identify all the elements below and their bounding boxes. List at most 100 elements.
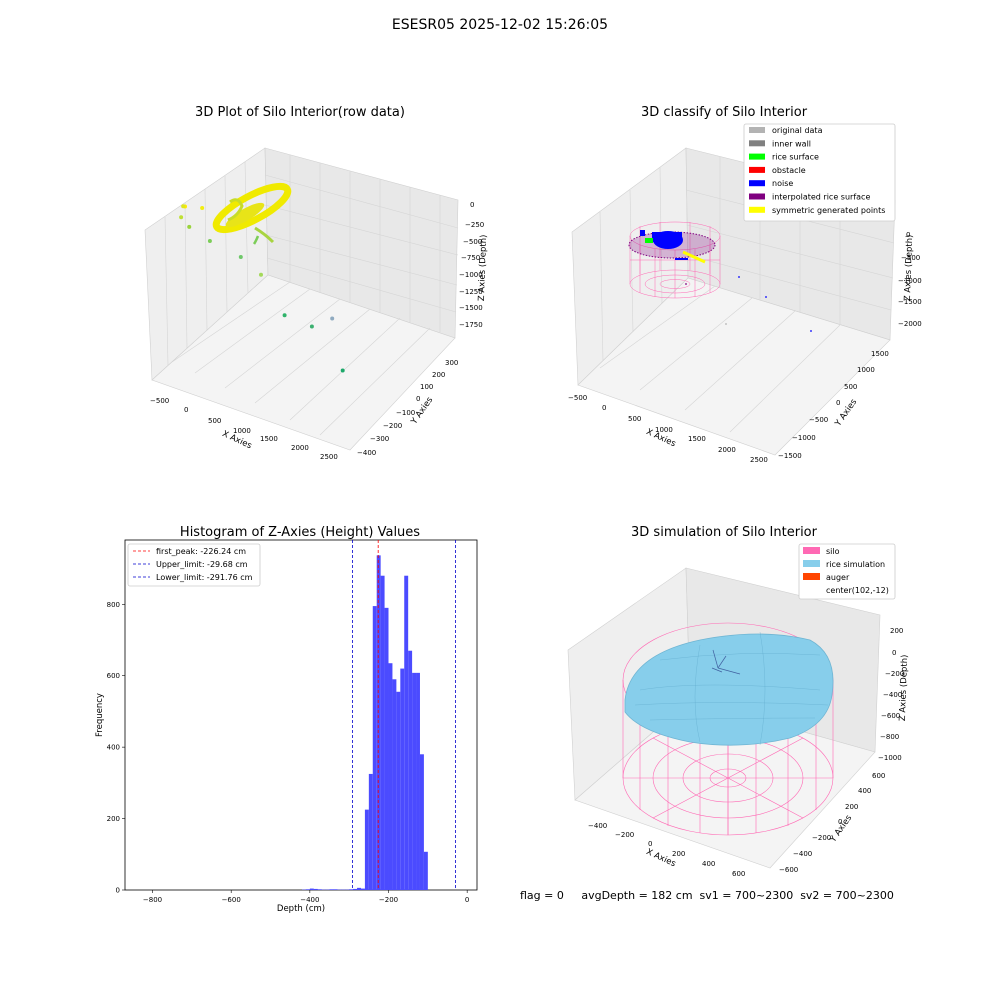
raw-point (330, 316, 335, 321)
sim-z-tick: −600 (881, 712, 900, 720)
histogram-y-ticks: 0 200 400 600 800 (107, 601, 125, 895)
histogram-bar (396, 691, 401, 890)
raw-point (238, 255, 243, 259)
raw-point (340, 368, 345, 373)
sim-y-tick: 200 (845, 803, 858, 811)
raw-x-tick: 500 (208, 417, 221, 425)
sim-y-ticks: −600 −400 −200 0 200 400 600 (779, 772, 885, 874)
sim-z-tick: −400 (883, 691, 902, 699)
classify-x-ticks: −500 0 500 1000 1500 2000 2500 (568, 394, 768, 464)
classify-z-tick: −1500 (898, 298, 922, 306)
sim-z-tick: 200 (890, 627, 903, 635)
classify-z-tick: 0 (906, 231, 910, 239)
classify-plot-title: 3D classify of Silo Interior (641, 105, 808, 120)
sim-z-tick: −200 (885, 670, 904, 678)
raw-y-tick: −100 (396, 409, 415, 417)
classify-legend-swatch (749, 206, 765, 213)
raw-y-tick: 0 (416, 395, 420, 403)
histogram-x-tick-label: −600 (222, 896, 241, 904)
histogram-bar (408, 650, 413, 890)
raw-z-ticks: 0 −250 −500 −750 −1000 −1250 −1500 −1750 (459, 201, 484, 329)
classify-gridlines (599, 157, 895, 433)
histogram-legend-label: Upper_limit: -29.68 cm (156, 560, 248, 569)
classify-legend-swatch (749, 180, 765, 187)
classify-noise-point (765, 296, 767, 298)
sim-x-tick: 600 (732, 870, 745, 878)
classify-x-tick: 1000 (655, 426, 673, 434)
raw-y-tick: 200 (432, 371, 445, 379)
histogram-bar (419, 754, 424, 890)
raw-surface-cluster (212, 182, 292, 245)
classify-z-tick: −1000 (898, 277, 922, 285)
histogram-bar (384, 607, 389, 890)
classify-z-tick: −500 (901, 254, 920, 262)
simulation-plot-title: 3D simulation of Silo Interior (631, 525, 818, 540)
histogram-x-tick-label: 0 (465, 896, 469, 904)
raw-point (282, 313, 287, 318)
classify-x-tick: 1500 (688, 435, 706, 443)
raw-z-tick: −1250 (459, 288, 483, 296)
classify-noise-blob (640, 230, 706, 264)
histogram-bar (317, 889, 322, 890)
histogram-axes-frame (124, 539, 478, 891)
histogram-bar (404, 575, 409, 890)
raw-z-label: Z Axies (Depth) (477, 234, 489, 301)
sim-z-ticks: 200 0 −200 −400 −600 −800 −1000 (878, 627, 904, 762)
classify-x-tick: 2500 (750, 456, 768, 464)
raw-y-tick: 100 (420, 383, 433, 391)
raw-point (259, 272, 263, 277)
classify-y-tick: 1500 (871, 350, 889, 358)
classify-noise-point (685, 283, 687, 285)
raw-x-tick: 1000 (233, 427, 251, 435)
sim-legend-label: auger (826, 573, 850, 582)
histogram-y-tick-label: 0 (116, 887, 120, 895)
histogram-bar (372, 606, 377, 890)
classify-noise-point (810, 330, 812, 332)
sim-z-tick: 0 (892, 649, 896, 657)
histogram-x-label: Depth (cm) (277, 904, 325, 914)
raw-z-tick: −1500 (459, 304, 483, 312)
classify-legend-label: inner wall (772, 139, 811, 148)
histogram-legend-label: first_peak: -226.24 cm (156, 547, 246, 556)
histogram-x-tick-label: −200 (379, 896, 398, 904)
status-footer: flag = 0 avgDepth = 182 cm sv1 = 700~230… (520, 889, 894, 902)
histogram-y-tick-label: 200 (107, 815, 120, 823)
classify-legend-box (743, 123, 896, 222)
sim-z-tick: −1000 (878, 754, 902, 762)
sim-y-tick: 400 (858, 787, 871, 795)
classify-y-tick: 0 (836, 399, 840, 407)
raw-point (207, 239, 212, 243)
histogram-x-tick-label: −400 (300, 896, 319, 904)
classify-legend-label: original data (772, 126, 823, 135)
raw-z-tick: −1750 (459, 321, 483, 329)
raw-point-markers (179, 204, 345, 373)
histogram-bar (423, 851, 428, 890)
classify-x-tick: 2000 (718, 446, 736, 454)
histogram-legend-box (127, 543, 261, 587)
classify-legend-label: noise (772, 179, 793, 188)
sim-x-tick: −200 (615, 831, 634, 839)
histogram-bar (313, 888, 318, 890)
histogram-legend: first_peak: -226.24 cm Upper_limit: -29.6… (127, 543, 261, 587)
histogram-bar (364, 809, 369, 890)
classify-z-label: Z Axies (Depth) (903, 234, 915, 301)
raw-floor-pane (151, 274, 456, 451)
histogram-y-tick-label: 400 (107, 744, 120, 752)
classify-z-tick: −2000 (898, 320, 922, 328)
sim-legend-label: silo (826, 547, 840, 556)
sim-legend: silo rice simulation auger center(102,-12) (798, 543, 896, 600)
classify-y-tick: 500 (844, 383, 857, 391)
classify-z-ticks: 0 −500 −1000 −1500 −2000 (898, 231, 922, 328)
classify-legend-swatch (749, 193, 765, 200)
sim-legend-swatch (803, 547, 820, 554)
sim-floor-pane (574, 699, 876, 869)
histogram-bar (376, 555, 381, 890)
classify-legend-label: obstacle (772, 166, 806, 175)
sim-y-tick: 600 (872, 772, 885, 780)
sim-legend-box (798, 543, 896, 600)
sim-rice-surface (624, 631, 834, 746)
sim-legend-label: rice simulation (826, 560, 885, 569)
sim-legend-swatch (803, 560, 820, 567)
histogram-x-ticks: −800 −600 −400 −200 0 (143, 890, 469, 904)
classify-point-markers (685, 276, 812, 332)
